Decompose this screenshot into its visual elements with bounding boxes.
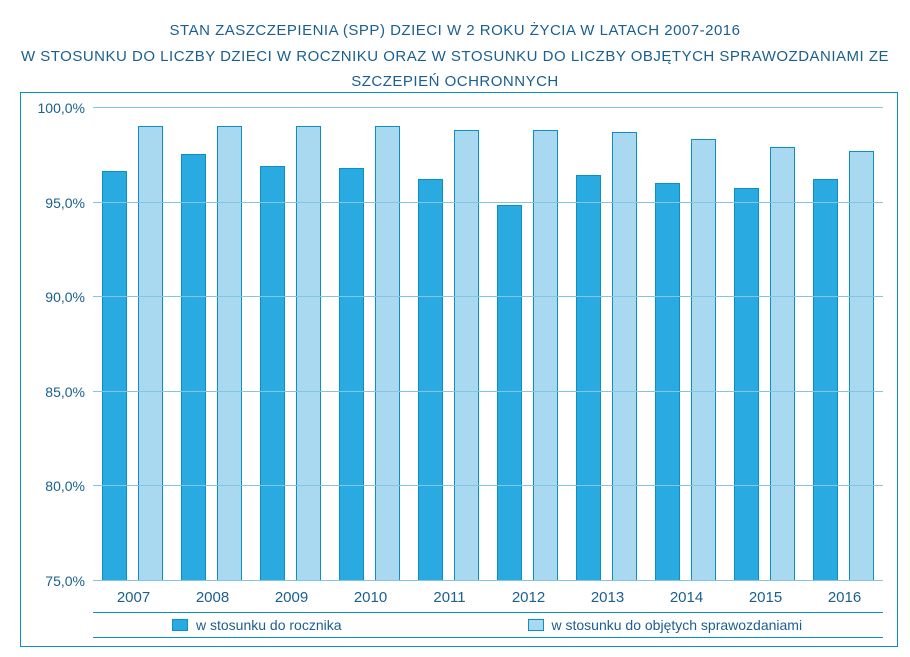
legend-swatch	[172, 619, 188, 631]
chart-frame: 75,0% 80,0% 85,0% 90,0% 95,0% 100,0% 2007 2008…	[20, 92, 898, 647]
legend-swatch	[528, 619, 544, 631]
chart-title-line1: STAN ZASZCZEPIENIA (SPP) DZIECI W 2 ROKU…	[0, 18, 910, 44]
y-tick-label: 95,0%	[21, 195, 85, 211]
bar-sprawozdania	[691, 139, 716, 580]
y-tick-label: 75,0%	[21, 573, 85, 589]
bar-rocznik	[339, 168, 364, 580]
bar-sprawozdania	[138, 126, 163, 580]
bar-sprawozdania	[533, 130, 558, 580]
bar-rocznik	[813, 179, 838, 580]
x-tick-label: 2016	[828, 589, 861, 606]
bar-sprawozdania	[454, 130, 479, 580]
x-tick-label: 2015	[749, 589, 782, 606]
bars-container	[93, 107, 883, 580]
chart-titles: STAN ZASZCZEPIENIA (SPP) DZIECI W 2 ROKU…	[0, 0, 910, 95]
x-tick-label: 2008	[196, 589, 229, 606]
bar-rocznik	[576, 175, 601, 580]
y-tick-label: 100,0%	[21, 100, 85, 116]
legend-label: w stosunku do objętych sprawozdaniami	[552, 617, 803, 633]
bar-rocznik	[181, 154, 206, 580]
x-tick-label: 2011	[433, 589, 465, 606]
bar-sprawozdania	[770, 147, 795, 580]
gridline	[93, 202, 883, 203]
page-root: STAN ZASZCZEPIENIA (SPP) DZIECI W 2 ROKU…	[0, 0, 910, 657]
y-tick-label: 80,0%	[21, 478, 85, 494]
bar-rocznik	[734, 188, 759, 580]
bar-sprawozdania	[375, 126, 400, 580]
bar-rocznik	[260, 166, 285, 580]
bar-sprawozdania	[849, 151, 874, 580]
legend-item-sprawozdania: w stosunku do objętych sprawozdaniami	[528, 617, 803, 633]
legend: w stosunku do rocznika w stosunku do obję…	[93, 612, 883, 638]
bar-rocznik	[418, 179, 443, 580]
chart-title-line2: W STOSUNKU DO LICZBY DZIECI W ROCZNIKU O…	[0, 44, 910, 95]
gridline	[93, 107, 883, 108]
legend-item-rocznik: w stosunku do rocznika	[172, 617, 342, 633]
bar-sprawozdania	[217, 126, 242, 580]
bar-rocznik	[102, 171, 127, 580]
bar-sprawozdania	[612, 132, 637, 580]
x-tick-label: 2007	[117, 589, 150, 606]
x-tick-label: 2013	[591, 589, 624, 606]
x-tick-label: 2014	[670, 589, 703, 606]
bar-rocznik	[655, 183, 680, 580]
y-tick-label: 90,0%	[21, 289, 85, 305]
x-tick-label: 2012	[512, 589, 545, 606]
gridline	[93, 296, 883, 297]
plot-area	[93, 107, 883, 580]
gridline	[93, 485, 883, 486]
gridline	[93, 580, 883, 581]
y-tick-label: 85,0%	[21, 384, 85, 400]
x-tick-label: 2009	[275, 589, 308, 606]
bar-rocznik	[497, 205, 522, 580]
bar-sprawozdania	[296, 126, 321, 580]
gridline	[93, 391, 883, 392]
x-tick-label: 2010	[354, 589, 387, 606]
legend-label: w stosunku do rocznika	[196, 617, 342, 633]
